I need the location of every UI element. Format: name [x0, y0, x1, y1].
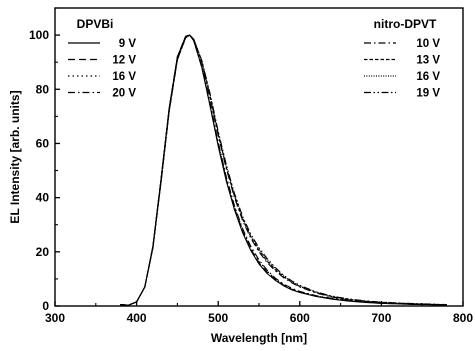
series-line-dpvbi-20v — [120, 34, 447, 306]
series-line-nitro-dpvt-10v — [120, 34, 447, 306]
y-tick-label: 60 — [36, 136, 50, 150]
legend-label: 19 V — [416, 88, 440, 100]
legend-label: 16 V — [416, 71, 440, 83]
y-tick-label: 40 — [36, 191, 50, 205]
series-line-nitro-dpvt-13v — [120, 34, 447, 306]
legend-label: 10 V — [416, 38, 440, 50]
x-tick-label: 800 — [453, 311, 473, 325]
y-tick-label: 0 — [42, 299, 49, 313]
series-line-dpvbi-16v — [120, 34, 447, 306]
x-tick-label: 300 — [45, 311, 65, 325]
y-tick-label: 20 — [36, 245, 50, 259]
legend-title-nitro-dpvt: nitro-DPVT — [374, 17, 437, 31]
series-line-nitro-dpvt-16v — [120, 34, 447, 306]
series-line-dpvbi-12v — [120, 34, 447, 306]
legend-title-dpvbi: DPVBi — [77, 17, 114, 31]
x-tick-label: 700 — [371, 311, 391, 325]
legend-label: 12 V — [112, 55, 136, 67]
legend-label: 9 V — [119, 38, 137, 50]
x-tick-label: 600 — [290, 311, 310, 325]
plot-frame — [54, 7, 464, 307]
y-tick-label: 80 — [36, 82, 50, 96]
series-line-nitro-dpvt-19v — [120, 34, 447, 306]
x-tick-label: 400 — [127, 311, 147, 325]
legend-label: 16 V — [112, 71, 136, 83]
x-tick-label: 500 — [208, 311, 228, 325]
legend-label: 13 V — [416, 55, 440, 67]
axis-ticks: 300 400 500 600 700 800 0 20 40 60 80 100 — [29, 7, 473, 325]
legend-label: 20 V — [112, 88, 136, 100]
series-line-dpvbi-9v — [120, 34, 447, 306]
legends: DPVBi 9 V 12 V 16 V 20 V nitro-DPVT 10 V 13 V 16… — [68, 17, 440, 100]
x-axis-title: Wavelength [nm] — [211, 331, 307, 345]
y-tick-label: 100 — [29, 28, 49, 42]
series-curves — [120, 34, 447, 306]
y-axis-title: EL Intensity [arb. units] — [8, 90, 22, 223]
